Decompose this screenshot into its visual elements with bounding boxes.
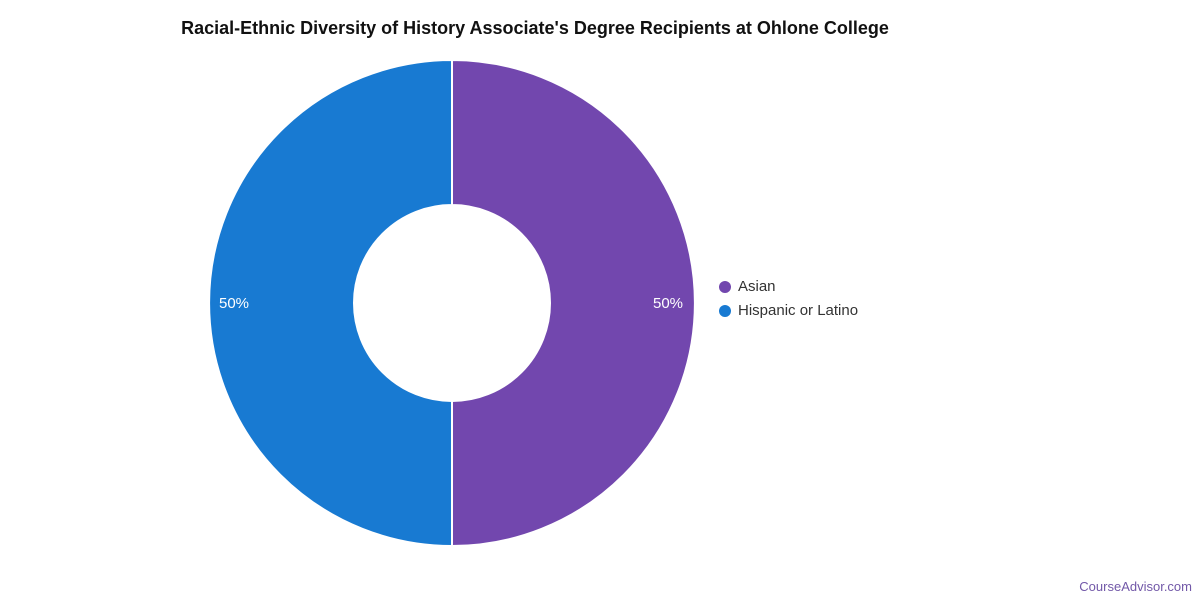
legend-item-asian[interactable]: Asian xyxy=(719,278,858,295)
donut-chart-svg: 50% 50% xyxy=(208,59,696,547)
legend-label: Hispanic or Latino xyxy=(738,302,859,319)
legend-marker-circle-icon xyxy=(719,304,731,317)
pie-slice-hispanic-or-latino[interactable] xyxy=(208,59,453,547)
legend-label: Asian xyxy=(738,278,776,295)
slice-label-hispanic-or-latino: 50% xyxy=(219,295,249,312)
chart-title: Racial-Ethnic Diversity of History Assoc… xyxy=(181,18,889,38)
pie-slice-asian[interactable] xyxy=(451,59,696,547)
slice-label-asian: 50% xyxy=(653,295,683,312)
legend-marker-circle-icon xyxy=(719,280,731,293)
legend: Asian Hispanic or Latino xyxy=(719,278,858,319)
donut-chart: 50% 50% xyxy=(208,59,696,547)
attribution-link[interactable]: CourseAdvisor.com xyxy=(1079,579,1192,594)
legend-item-hispanic-or-latino[interactable]: Hispanic or Latino xyxy=(719,302,858,319)
